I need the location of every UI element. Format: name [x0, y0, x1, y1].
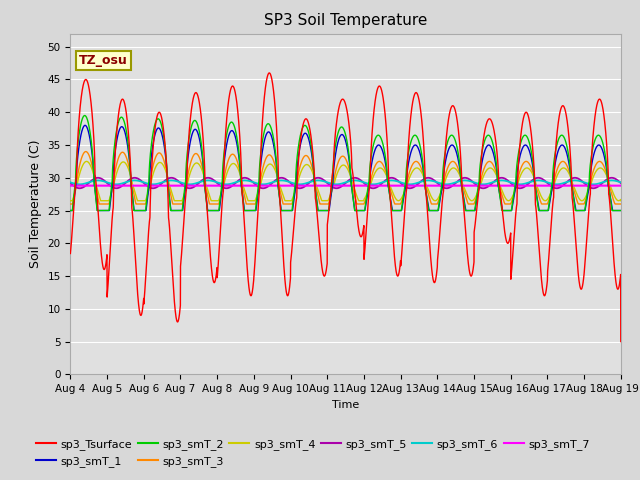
Text: TZ_osu: TZ_osu	[79, 54, 127, 67]
Y-axis label: Soil Temperature (C): Soil Temperature (C)	[29, 140, 42, 268]
Title: SP3 Soil Temperature: SP3 Soil Temperature	[264, 13, 428, 28]
Legend: sp3_Tsurface, sp3_smT_1, sp3_smT_2, sp3_smT_3, sp3_smT_4, sp3_smT_5, sp3_smT_6, : sp3_Tsurface, sp3_smT_1, sp3_smT_2, sp3_…	[32, 435, 594, 471]
X-axis label: Time: Time	[332, 400, 359, 409]
